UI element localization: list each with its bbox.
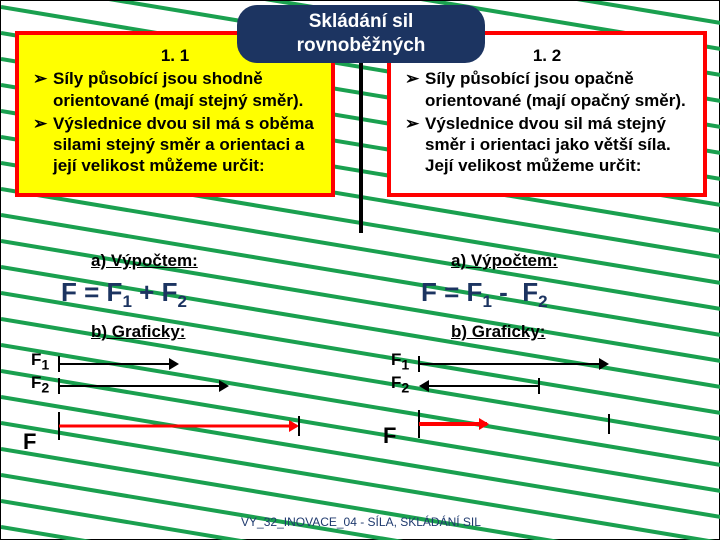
title-line2: rovnoběžných <box>297 34 426 58</box>
card-right-bullet: Síly působící jsou opačně orientované (m… <box>403 68 691 111</box>
left-f1f2-labels: F1 F2 <box>31 351 49 397</box>
card-left-bullet: Síly působící jsou shodně orientované (m… <box>31 68 319 111</box>
right-calc-label: a) Výpočtem: <box>451 251 701 271</box>
footer-text: VY_32_INOVACE_04 - SÍLA, SKLÁDÁNÍ SIL <box>1 515 720 529</box>
right-formula: F = F1 - F2 <box>421 277 701 312</box>
center-arrow-icon <box>359 61 363 233</box>
left-column: a) Výpočtem: F = F1 + F2 b) Graficky: F1… <box>1 251 361 481</box>
card-right-bullet: Výslednice dvou sil má stejný směr i ori… <box>403 113 691 177</box>
left-vectors <box>49 346 349 466</box>
columns: a) Výpočtem: F = F1 + F2 b) Graficky: F1… <box>1 251 720 481</box>
right-f1f2-labels: F1 F2 <box>391 351 409 397</box>
right-column: a) Výpočtem: F = F1 - F2 b) Graficky: F1… <box>361 251 720 481</box>
right-graph-label: b) Graficky: <box>451 322 701 342</box>
left-calc-label: a) Výpočtem: <box>91 251 341 271</box>
slide-root: Skládání sil rovnoběžných 1. 1 Síly půso… <box>0 0 720 540</box>
right-bigF: F <box>383 423 396 449</box>
slide-title: Skládání sil rovnoběžných <box>237 5 485 63</box>
left-graph-label: b) Graficky: <box>91 322 341 342</box>
card-left-bullet: Výslednice dvou sil má s oběma silami st… <box>31 113 319 177</box>
title-line1: Skládání sil <box>309 10 414 34</box>
left-formula: F = F1 + F2 <box>61 277 341 312</box>
left-bigF: F <box>23 429 36 455</box>
right-vectors <box>409 346 709 466</box>
